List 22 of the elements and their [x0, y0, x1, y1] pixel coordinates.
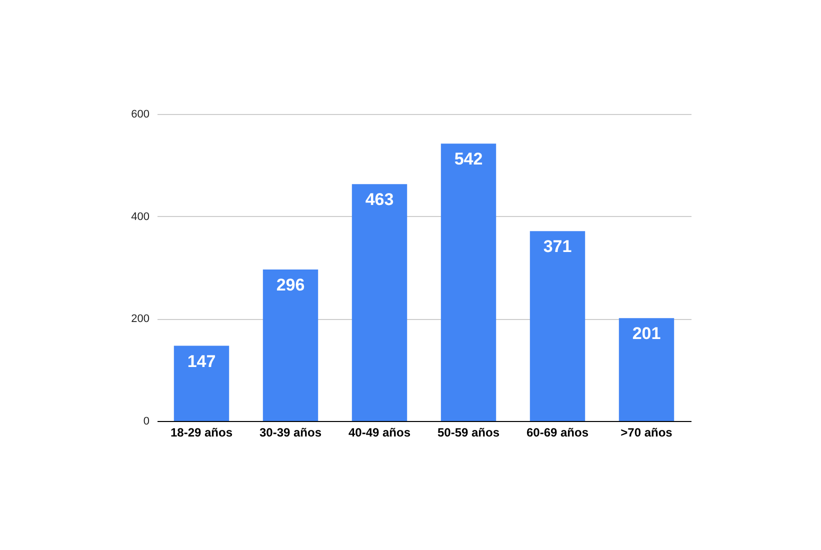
x-tick-label: 30-39 años	[259, 426, 322, 440]
y-tick-label: 400	[131, 210, 150, 223]
bar	[174, 346, 230, 421]
bar	[440, 144, 496, 421]
data-label: 147	[187, 352, 216, 371]
data-label: 463	[365, 190, 394, 210]
bar	[262, 270, 318, 421]
x-tick-label: 60-69 años	[526, 426, 589, 440]
x-tick-label: 50-59 años	[437, 426, 500, 440]
data-label: 542	[454, 150, 483, 169]
bar	[352, 184, 408, 421]
bar	[530, 231, 586, 421]
x-tick-label: >70 años	[620, 426, 673, 440]
data-label: 201	[632, 324, 661, 344]
data-label: 371	[543, 237, 572, 256]
y-tick-label: 200	[131, 313, 150, 326]
x-tick-label: 18-29 años	[170, 426, 233, 440]
y-tick-label: 0	[143, 416, 150, 428]
x-tick-label: 40-49 años	[348, 426, 411, 440]
bar	[618, 318, 674, 421]
data-label: 296	[276, 276, 305, 295]
y-tick-label: 600	[131, 108, 150, 120]
